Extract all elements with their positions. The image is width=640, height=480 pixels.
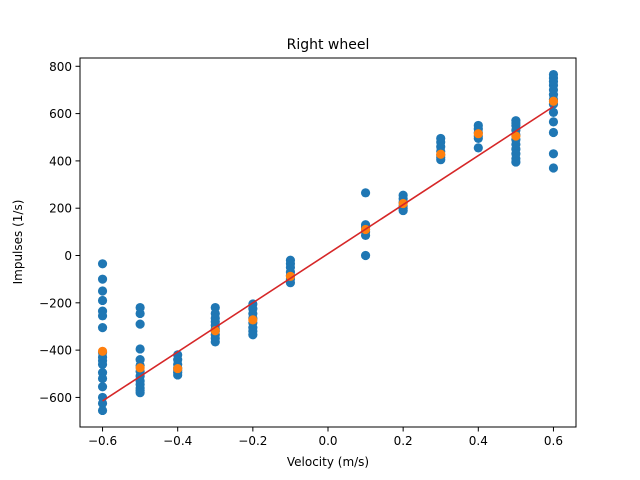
measurement-point xyxy=(97,405,108,416)
measurement-point xyxy=(548,163,559,173)
measurement-point xyxy=(97,323,108,333)
measurement-point xyxy=(548,107,559,118)
mean-point xyxy=(135,363,145,373)
y-axis-ticks: −600 −400 −200 0 200 400 600 800 xyxy=(39,60,80,405)
x-tick-label: 0.2 xyxy=(394,434,413,448)
measurement-point xyxy=(97,359,108,369)
measurement-point xyxy=(210,337,220,347)
x-axis-ticks: −0.6 −0.4 −0.2 0.0 0.2 0.4 0.6 xyxy=(88,427,563,448)
x-tick-label: 0.0 xyxy=(318,434,337,448)
measurement-point xyxy=(398,205,408,216)
mean-point xyxy=(548,96,559,106)
measurement-point xyxy=(548,117,559,127)
measurement-point xyxy=(135,319,145,329)
x-tick-label: 0.4 xyxy=(469,434,488,448)
measurement-point xyxy=(135,388,145,398)
measurement-point xyxy=(97,373,108,384)
y-tick-label: 200 xyxy=(49,202,72,216)
measurement-point xyxy=(135,308,145,319)
y-tick-label: 400 xyxy=(49,154,72,168)
mean-point xyxy=(511,131,521,141)
mean-point xyxy=(285,271,296,281)
measurement-point xyxy=(548,149,559,159)
measurement-point xyxy=(97,295,108,306)
measurement-point xyxy=(511,157,521,167)
x-tick-label: 0.6 xyxy=(544,434,563,448)
mean-point xyxy=(436,149,446,159)
measurement-point xyxy=(360,250,371,261)
y-tick-label: −400 xyxy=(39,344,72,358)
measurement-point xyxy=(248,330,258,340)
mean-point xyxy=(173,363,183,374)
measurement-point xyxy=(135,344,145,354)
measurement-point xyxy=(97,311,108,321)
y-axis-label: Impulses (1/s) xyxy=(11,200,25,285)
mean-point xyxy=(473,129,483,139)
measurement-point xyxy=(548,127,559,138)
measurement-point xyxy=(173,370,183,380)
y-tick-label: −600 xyxy=(39,391,72,405)
mean-point xyxy=(97,346,108,356)
y-tick-label: 0 xyxy=(64,249,72,263)
measurement-point xyxy=(97,398,108,408)
measurement-point xyxy=(97,274,108,284)
x-axis-label: Velocity (m/s) xyxy=(287,455,369,469)
x-tick-label: −0.2 xyxy=(238,434,267,448)
y-tick-label: 800 xyxy=(49,60,72,74)
fit-line xyxy=(102,105,554,402)
plot-marks xyxy=(97,69,559,416)
x-tick-label: −0.4 xyxy=(163,434,192,448)
x-tick-label: −0.6 xyxy=(88,434,117,448)
chart-title: Right wheel xyxy=(287,37,370,53)
measurement-point xyxy=(360,188,371,198)
y-tick-label: 600 xyxy=(49,107,72,121)
measurement-point xyxy=(473,143,483,153)
measurement-point xyxy=(97,259,108,269)
y-tick-label: −200 xyxy=(39,296,72,310)
measurement-point xyxy=(97,382,108,392)
mean-point xyxy=(248,315,258,325)
measurement-point xyxy=(97,286,108,296)
